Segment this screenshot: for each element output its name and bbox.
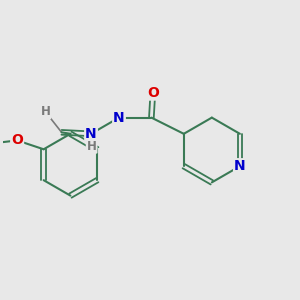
Text: O: O <box>147 85 159 100</box>
Text: N: N <box>85 128 97 141</box>
Text: N: N <box>234 159 246 173</box>
Text: O: O <box>11 134 23 147</box>
Text: H: H <box>87 140 97 153</box>
Text: H: H <box>40 105 50 118</box>
Text: N: N <box>113 111 125 124</box>
